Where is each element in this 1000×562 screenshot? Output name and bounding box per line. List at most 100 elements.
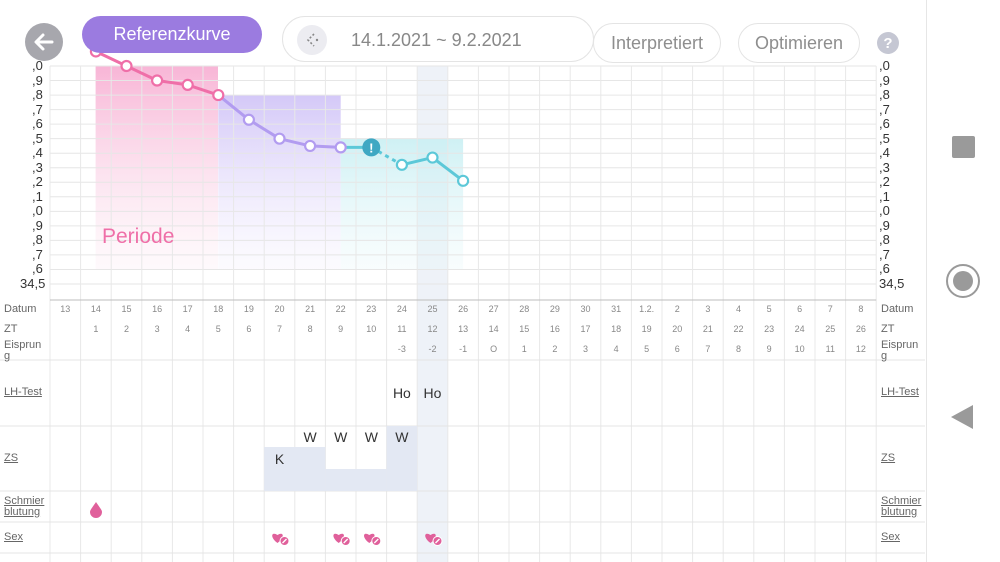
date-range-selector[interactable]: 14.1.2021 ~ 9.2.2021 (282, 16, 594, 62)
android-navigation-bar (926, 0, 1000, 562)
row-label-right: Eisprun g (881, 339, 919, 362)
date-tick-label: 15 (121, 304, 132, 314)
y-axis-label: ,6 (879, 261, 890, 277)
y-axis-label: ,1 (32, 188, 43, 204)
row-label-right[interactable]: ZS (881, 452, 896, 464)
cycle-day-label: 10 (366, 324, 377, 334)
zs-block (264, 447, 326, 491)
heart-icon (425, 533, 436, 543)
cervical-mucus-value[interactable]: W (395, 429, 409, 445)
temperature-point (426, 151, 439, 164)
cervical-mucus-value[interactable]: W (364, 429, 378, 445)
y-axis-label: ,7 (32, 101, 43, 117)
alert-icon-mark: ! (369, 140, 373, 155)
luteal-fill (340, 138, 464, 270)
interpreted-button[interactable]: Interpretiert (593, 23, 721, 63)
condom-icon-mark (282, 538, 287, 544)
cycle-day-label: 21 (702, 324, 713, 334)
y-axis-label: ,3 (879, 159, 890, 175)
y-axis-label: ,1 (879, 188, 890, 204)
help-icon[interactable]: ? (877, 32, 899, 54)
ovulation-offset-label: O (490, 344, 498, 354)
cycle-day-label: 18 (611, 324, 622, 334)
cycle-day-label: 6 (246, 324, 252, 334)
ovulation-offset-label: 9 (766, 344, 772, 354)
period-label: Periode (102, 225, 175, 248)
cycle-chart-screen: ! Periode ,0,0,9,9,8,8,7,7,6,6,5,5,4,4,3… (0, 16, 925, 562)
y-axis-label: ,2 (32, 174, 43, 190)
cycle-day-label: 20 (672, 324, 683, 334)
y-axis-label: ,5 (879, 130, 890, 146)
ovulation-offset-label: 10 (794, 344, 805, 354)
date-tick-label: 26 (458, 304, 469, 314)
row-label-left: Eisprun g (4, 339, 42, 362)
cycle-day-label: 7 (276, 324, 282, 334)
ovulation-offset-label: 5 (644, 344, 650, 354)
cervical-mucus-value[interactable]: K (274, 451, 285, 467)
date-tick-label: 19 (243, 304, 254, 314)
cycle-day-label: 11 (397, 324, 407, 334)
alert-icon (362, 138, 381, 157)
collapse-icon[interactable] (297, 25, 327, 55)
date-tick-label: 25 (427, 304, 438, 314)
ovulation-offset-label: 6 (674, 344, 680, 354)
condom-icon-mark (435, 538, 440, 544)
reference-curve-button[interactable]: Referenzkurve (82, 16, 262, 53)
temperature-point (395, 158, 408, 171)
cycle-chart: ! (0, 45, 925, 562)
cervical-mucus-value[interactable]: W (303, 429, 317, 445)
ovulation-offset-label: -3 (397, 344, 406, 354)
cycle-day-label: 16 (549, 324, 560, 334)
zs-block (386, 426, 418, 491)
y-axis-label: ,8 (879, 87, 890, 103)
temperature-point (181, 78, 194, 91)
row-label-right[interactable]: LH-Test (881, 386, 919, 398)
ovulation-offset-label: 3 (582, 344, 588, 354)
lh-test-value[interactable]: Ho (392, 385, 411, 401)
y-axis-label: ,3 (32, 159, 43, 175)
back-button[interactable] (25, 23, 63, 61)
y-axis-label: 34,5 (20, 276, 46, 291)
ovulation-offset-label: -2 (428, 344, 437, 354)
spotting-drop-icon (90, 502, 102, 518)
date-tick-label: 14 (90, 304, 101, 314)
row-label-left[interactable]: LH-Test (4, 386, 42, 398)
y-axis-label: ,7 (32, 246, 43, 262)
cycle-day-label: 8 (307, 324, 313, 334)
y-axis-label: ,9 (32, 72, 43, 88)
row-label-right: Datum (881, 303, 914, 315)
date-tick-label: 16 (152, 304, 163, 314)
cycle-day-label: 26 (855, 324, 866, 334)
temperature-point (242, 113, 255, 126)
row-label-right[interactable]: Sex (881, 531, 900, 543)
date-tick-label: 7 (827, 304, 833, 314)
cycle-day-label: 25 (825, 324, 836, 334)
row-label-left: Datum (4, 303, 37, 315)
cycle-day-label: 4 (185, 324, 191, 334)
y-axis-label: ,8 (32, 87, 43, 103)
optimize-button[interactable]: Optimieren (738, 23, 860, 63)
cycle-day-label: 13 (458, 324, 469, 334)
recent-apps-icon[interactable] (952, 136, 975, 158)
row-label-left[interactable]: Schmier blutung (4, 495, 45, 518)
date-tick-label: 5 (766, 304, 772, 314)
temperature-point (212, 88, 225, 102)
date-tick-label: 29 (549, 304, 560, 314)
temperature-segment (370, 146, 403, 167)
system-back-icon[interactable] (951, 405, 973, 429)
cervical-mucus-value[interactable]: W (334, 429, 348, 445)
temperature-segment (217, 93, 250, 121)
y-axis-label: ,9 (879, 217, 890, 233)
home-icon[interactable] (946, 264, 980, 298)
cycle-day-label: 15 (519, 324, 530, 334)
lh-test-value[interactable]: Ho (423, 385, 442, 401)
cycle-day-label: 24 (794, 324, 805, 334)
y-axis-label: ,0 (32, 58, 43, 73)
temperature-point (151, 74, 164, 87)
arrow-left-icon (34, 33, 54, 51)
condom-icon-mark (373, 538, 379, 544)
row-label-left[interactable]: ZS (4, 452, 19, 464)
row-label-left[interactable]: Sex (4, 531, 23, 543)
row-label-right[interactable]: Schmier blutung (881, 495, 922, 518)
y-axis-label: ,7 (879, 101, 890, 117)
